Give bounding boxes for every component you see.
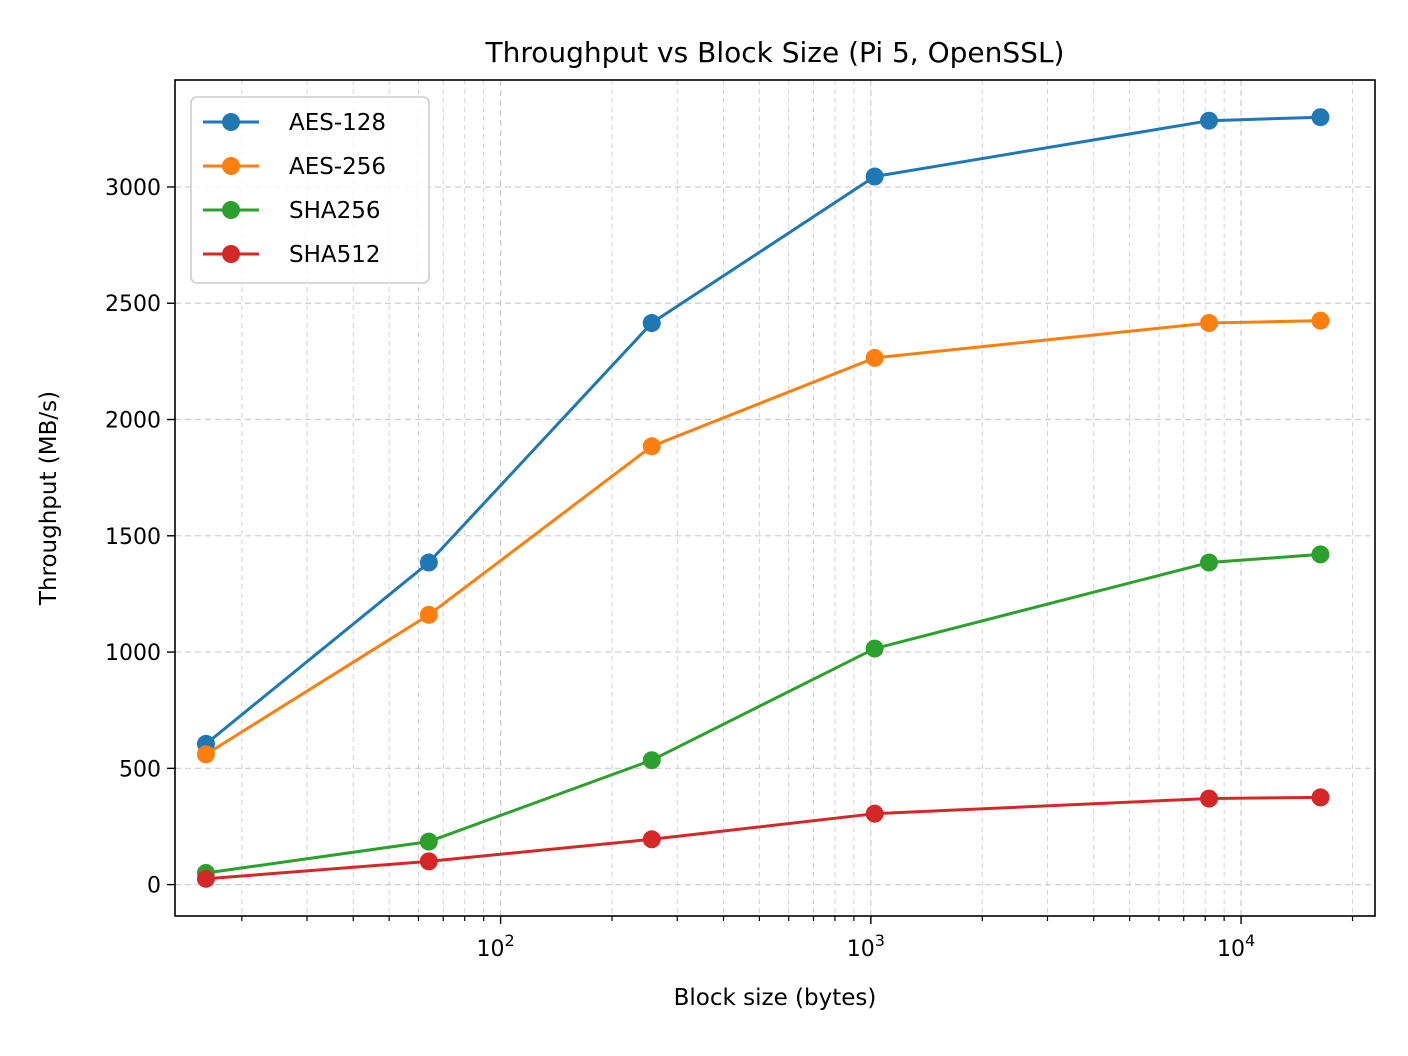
data-point-sha256	[865, 639, 884, 658]
x-tick-label: 104	[1217, 931, 1255, 962]
data-point-aes-128	[642, 314, 661, 333]
legend-entry-aes-128: AES-128	[203, 110, 386, 136]
x-axis-ticks: 102 103 104	[241, 916, 1354, 962]
data-point-aes-256	[642, 437, 661, 456]
legend: AES-128 AES-256 SHA256 SHA512	[190, 96, 430, 284]
y-tick-label: 0	[147, 874, 161, 899]
data-point-sha512	[642, 830, 661, 849]
legend-marker-sha256	[222, 201, 240, 219]
legend-entry-sha512: SHA512	[203, 242, 381, 268]
series-aes-256	[196, 311, 1330, 764]
series-line-aes-128	[204, 115, 1321, 746]
series-lines	[196, 108, 1330, 888]
y-axis-label: Throughput (MB/s)	[36, 391, 62, 606]
series-aes-128	[196, 108, 1330, 753]
legend-box	[190, 96, 430, 284]
y-tick-label: 2500	[105, 292, 161, 317]
y-axis-ticks: 0 500 1000 1500 2000 2500 3000	[105, 176, 175, 899]
data-point-aes-128	[419, 553, 438, 572]
y-tick-label: 2000	[105, 409, 161, 434]
x-axis-label: Block size (bytes)	[674, 985, 877, 1011]
y-tick-label: 500	[119, 757, 161, 782]
legend-label-aes-256: AES-256	[289, 154, 386, 180]
series-sha256	[196, 545, 1330, 882]
legend-entry-sha256: SHA256	[203, 198, 381, 224]
x-tick-label: 102	[477, 931, 515, 962]
series-sha512	[196, 788, 1330, 888]
legend-marker-aes-256	[222, 157, 240, 175]
data-point-sha512	[419, 852, 438, 871]
legend-marker-sha512	[222, 245, 240, 263]
data-point-aes-128	[1200, 111, 1219, 130]
legend-entry-aes-256: AES-256	[203, 154, 386, 180]
x-tick-label: 103	[847, 931, 885, 962]
legend-label-sha256: SHA256	[289, 198, 381, 224]
series-line-aes-256	[205, 319, 1321, 756]
data-point-sha256	[642, 751, 661, 770]
data-point-sha512	[1311, 788, 1330, 807]
data-point-aes-128	[1311, 108, 1330, 127]
chart-title: Throughput vs Block Size (Pi 5, OpenSSL)	[485, 36, 1065, 69]
y-tick-label: 3000	[105, 176, 161, 201]
data-point-aes-256	[1200, 314, 1219, 333]
data-point-aes-128	[865, 167, 884, 186]
y-tick-label: 1000	[105, 641, 161, 666]
legend-label-aes-128: AES-128	[289, 110, 386, 136]
data-point-sha256	[1200, 553, 1219, 572]
data-point-sha256	[419, 832, 438, 851]
series-line-sha512	[205, 795, 1321, 881]
plot-frame	[174, 79, 1376, 917]
data-point-sha256	[1311, 545, 1330, 564]
y-tick-label: 1500	[105, 525, 161, 550]
series-line-sha256	[205, 552, 1321, 875]
legend-marker-aes-128	[222, 113, 240, 131]
data-point-aes-256	[1311, 311, 1330, 330]
legend-label-sha512: SHA512	[289, 242, 381, 268]
data-point-aes-256	[419, 605, 438, 624]
data-point-sha512	[196, 869, 215, 888]
data-point-sha512	[1200, 789, 1219, 808]
data-point-aes-256	[196, 745, 215, 764]
data-point-sha512	[865, 804, 884, 823]
data-point-aes-256	[865, 348, 884, 367]
